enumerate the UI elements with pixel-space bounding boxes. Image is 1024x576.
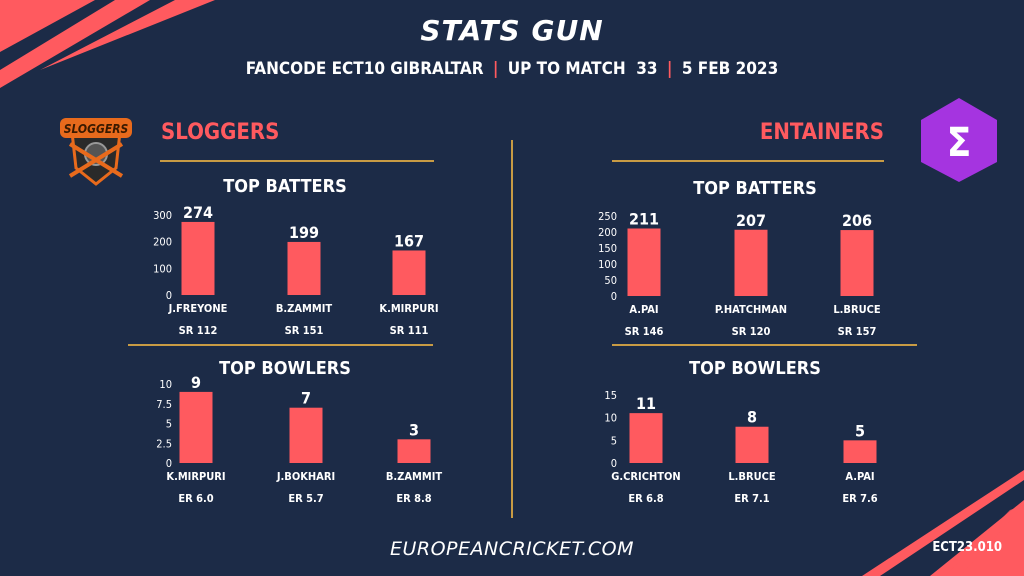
page-subtitle: FANCODE ECT10 GIBRALTAR | UP TO MATCH 33… (0, 59, 1024, 79)
x-sublabel: SR 111 (390, 324, 429, 337)
section-title-right-batters: TOP BATTERS (693, 178, 817, 199)
section-title-left-bowlers: TOP BOWLERS (219, 358, 351, 379)
x-sublabel: SR 146 (625, 325, 664, 338)
bar-value-label: 211 (629, 209, 659, 228)
x-category-label: A.PAI (845, 470, 874, 483)
bar-value-label: 8 (747, 408, 757, 427)
x-sublabel: ER 6.0 (178, 492, 213, 505)
section-title-right-bowlers: TOP BOWLERS (689, 358, 821, 379)
bar (734, 229, 768, 296)
x-category-label: J.BOKHARI (276, 470, 335, 483)
bar (735, 426, 769, 463)
entainers-logo: Σ (919, 96, 999, 184)
page-title: STATS GUN (420, 14, 604, 47)
bar (840, 230, 874, 296)
x-sublabel: ER 5.7 (288, 492, 323, 505)
bar-value-label: 3 (409, 420, 419, 439)
competition-label: FANCODE ECT10 GIBRALTAR (245, 59, 484, 79)
y-tick-label: 200 (598, 226, 617, 239)
y-tick-label: 0 (166, 289, 172, 302)
y-tick-label: 2.5 (156, 437, 172, 450)
bar (627, 228, 661, 296)
bar-value-label: 167 (394, 231, 424, 250)
separator-2: | (666, 59, 673, 79)
x-sublabel: ER 7.1 (734, 492, 769, 505)
y-tick-label: 5 (611, 434, 617, 447)
y-tick-label: 150 (598, 242, 617, 255)
bar (629, 413, 663, 463)
bar (397, 439, 431, 463)
bar-value-label: 199 (289, 223, 319, 242)
y-tick-label: 7.5 (156, 398, 172, 411)
y-tick-label: 50 (604, 274, 617, 287)
divider-right-mid (612, 344, 917, 346)
bar (181, 221, 215, 295)
bar-value-label: 7 (301, 389, 311, 408)
x-category-label: B.ZAMMIT (276, 302, 333, 315)
y-tick-label: 15 (604, 389, 617, 402)
footer-site[interactable]: EUROPEANCRICKET.COM (389, 538, 635, 560)
y-tick-label: 0 (611, 290, 617, 303)
divider-left-mid (128, 344, 433, 346)
section-title-left-batters: TOP BATTERS (223, 176, 347, 197)
y-tick-label: 250 (598, 210, 617, 223)
bar-value-label: 274 (183, 203, 213, 222)
bar (287, 241, 321, 295)
x-sublabel: SR 120 (732, 325, 771, 338)
divider-right-top (612, 160, 884, 162)
bar (843, 440, 877, 463)
x-category-label: P.HATCHMAN (715, 303, 787, 316)
bar-value-label: 11 (636, 394, 656, 413)
match-label: UP TO MATCH 33 (507, 59, 658, 79)
x-sublabel: SR 112 (179, 324, 218, 337)
y-tick-label: 100 (598, 258, 617, 271)
x-category-label: K.MIRPURI (166, 470, 225, 483)
bar (289, 407, 323, 463)
bar (179, 391, 213, 463)
bar-value-label: 5 (855, 421, 865, 440)
x-category-label: L.BRUCE (728, 470, 776, 483)
y-tick-label: 200 (153, 236, 172, 249)
x-category-label: L.BRUCE (833, 303, 881, 316)
x-sublabel: ER 7.6 (842, 492, 877, 505)
y-tick-label: 10 (159, 378, 172, 391)
y-tick-label: 0 (166, 457, 172, 470)
bar-value-label: 207 (736, 211, 766, 230)
x-category-label: B.ZAMMIT (386, 470, 443, 483)
y-tick-label: 5 (166, 418, 172, 431)
footer-code: ECT23.010 (932, 540, 1002, 555)
x-category-label: G.CRICHTON (611, 470, 680, 483)
x-sublabel: SR 157 (838, 325, 877, 338)
x-category-label: J.FREYONE (168, 302, 228, 315)
separator-1: | (492, 59, 499, 79)
team-name-right: ENTAINERS (759, 120, 884, 145)
sloggers-logo: SLOGGERS (56, 110, 136, 190)
x-sublabel: ER 6.8 (628, 492, 663, 505)
x-category-label: K.MIRPURI (379, 302, 438, 315)
y-tick-label: 0 (611, 457, 617, 470)
date-label: 5 FEB 2023 (681, 59, 779, 79)
bar-value-label: 206 (842, 211, 872, 230)
y-tick-label: 300 (153, 209, 172, 222)
center-divider (511, 140, 513, 518)
x-category-label: A.PAI (629, 303, 658, 316)
y-tick-label: 10 (604, 412, 617, 425)
x-sublabel: SR 151 (285, 324, 324, 337)
bar-value-label: 9 (191, 373, 201, 392)
entainers-logo-text: Σ (947, 120, 972, 166)
sloggers-logo-text: SLOGGERS (64, 122, 129, 136)
x-sublabel: ER 8.8 (396, 492, 431, 505)
bar (392, 250, 426, 295)
team-name-left: SLOGGERS (161, 120, 280, 145)
divider-left-top (160, 160, 434, 162)
y-tick-label: 100 (153, 262, 172, 275)
